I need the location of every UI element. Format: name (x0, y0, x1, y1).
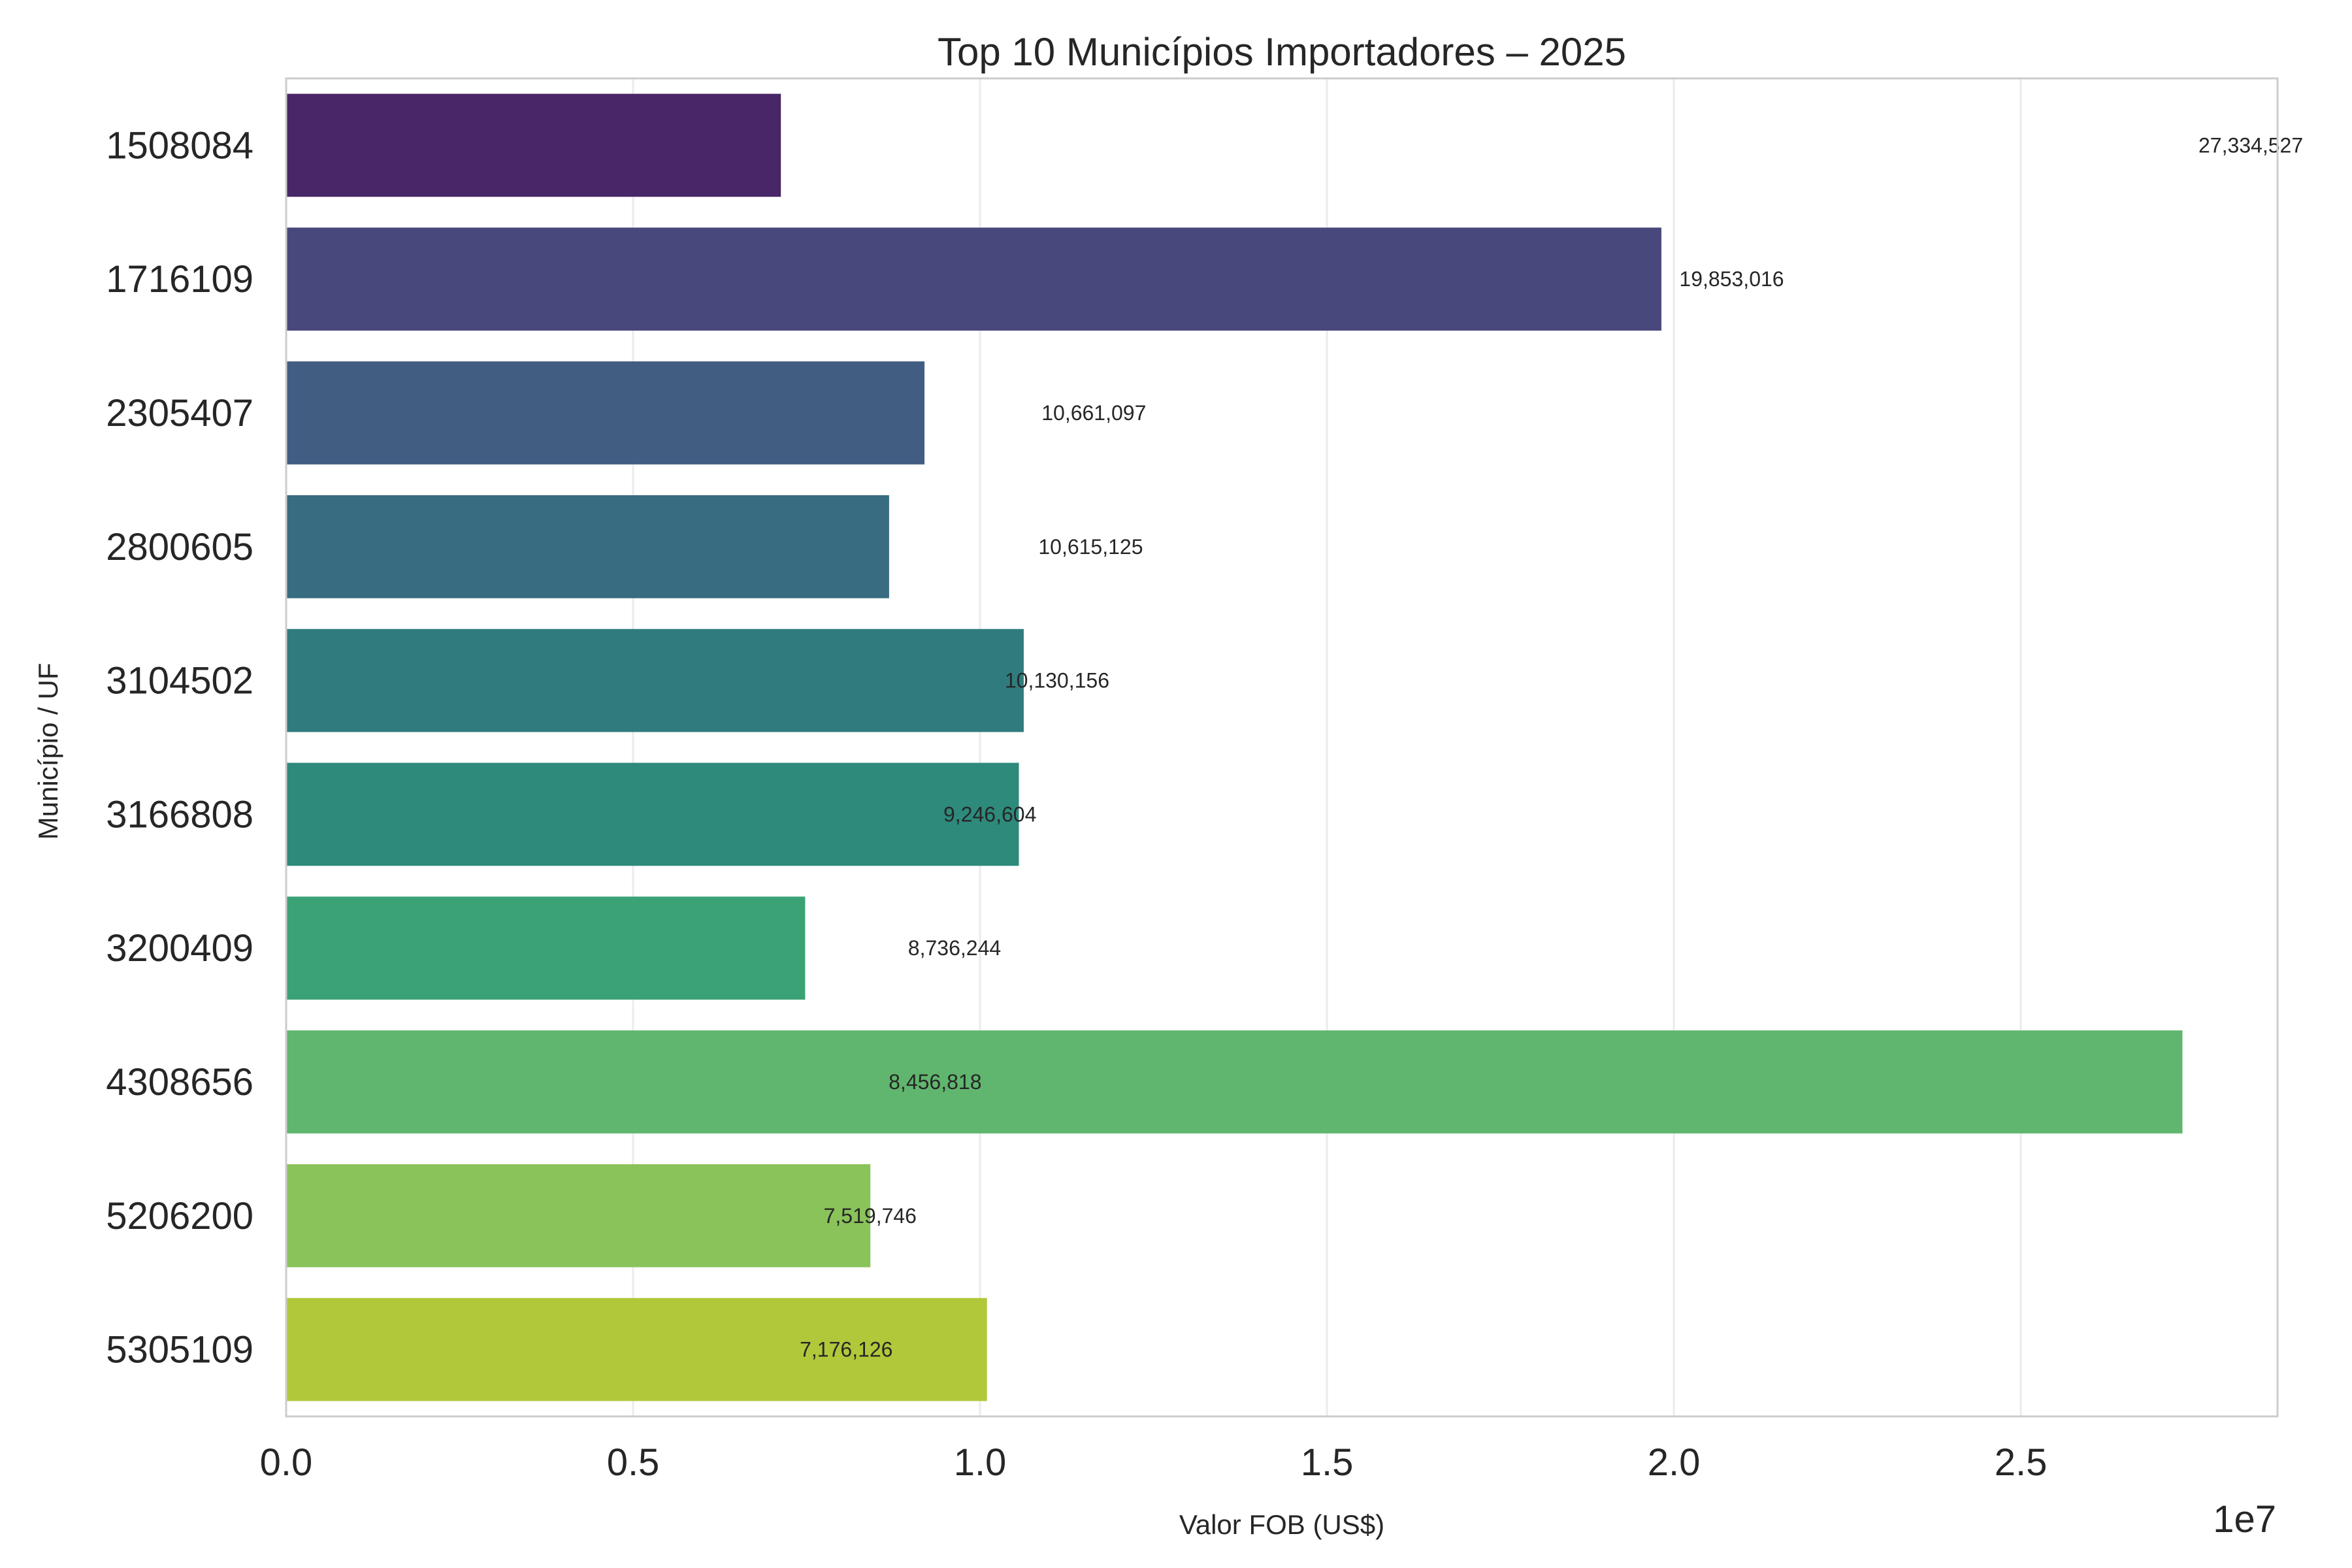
data-label: 27,334,527 (2198, 133, 2303, 157)
x-axis-offset-label: 1e7 (2213, 1498, 2276, 1541)
data-label: 8,456,818 (889, 1070, 981, 1094)
y-tick-label: 5305109 (106, 1329, 253, 1371)
y-tick-label: 4308656 (106, 1061, 253, 1103)
data-label: 10,661,097 (1041, 401, 1146, 425)
data-label: 10,615,125 (1038, 535, 1143, 559)
bar-2800605 (286, 495, 889, 598)
data-label: 8,736,244 (908, 936, 1001, 960)
x-tick-label: 1.5 (1301, 1441, 1354, 1484)
x-tick-label: 2.5 (1995, 1441, 2048, 1484)
y-tick-label: 5206200 (106, 1195, 253, 1237)
bar-1716109 (286, 227, 1661, 331)
x-axis-label: Valor FOB (US$) (1179, 1509, 1384, 1540)
data-label: 7,519,746 (824, 1204, 917, 1228)
bar-3200409 (286, 896, 806, 1000)
y-tick-label: 1716109 (106, 258, 253, 301)
y-tick-label: 3104502 (106, 660, 253, 702)
y-tick-label: 3166808 (106, 793, 253, 836)
y-tick-label: 3200409 (106, 927, 253, 970)
y-tick-label: 2800605 (106, 526, 253, 568)
bar-3104502 (286, 629, 1024, 732)
bar-5206200 (286, 1164, 871, 1267)
chart-title: Top 10 Municípios Importadores – 2025 (938, 30, 1626, 74)
bar-2305407 (286, 361, 925, 465)
x-tick-labels: 0.0 0.5 1.0 1.5 2.0 2.5 (260, 1441, 2048, 1484)
bar-5305109 (286, 1298, 987, 1401)
y-tick-label: 1508084 (106, 124, 253, 167)
data-label: 10,130,156 (1005, 669, 1109, 693)
x-tick-label: 2.0 (1648, 1441, 1701, 1484)
plot-frame (285, 77, 2279, 1418)
data-label: 9,246,604 (943, 802, 1036, 826)
data-labels: 27,334,527 19,853,016 10,661,097 10,615,125… (800, 133, 2303, 1361)
data-label: 7,176,126 (800, 1338, 892, 1362)
y-tick-label: 2305407 (106, 392, 253, 434)
y-axis-label: Município / UF (33, 663, 63, 840)
data-label: 19,853,016 (1679, 267, 1784, 291)
bar-4308656 (286, 1030, 2183, 1134)
x-tick-label: 0.0 (260, 1441, 313, 1484)
x-tick-label: 1.0 (954, 1441, 1007, 1484)
bar-3166808 (286, 762, 1019, 866)
y-tick-labels: 1508084 1716109 2305407 2800605 3104502 31668… (106, 124, 253, 1371)
x-tick-label: 0.5 (607, 1441, 660, 1484)
bars (286, 93, 2183, 1401)
bar-1508084 (286, 93, 781, 197)
